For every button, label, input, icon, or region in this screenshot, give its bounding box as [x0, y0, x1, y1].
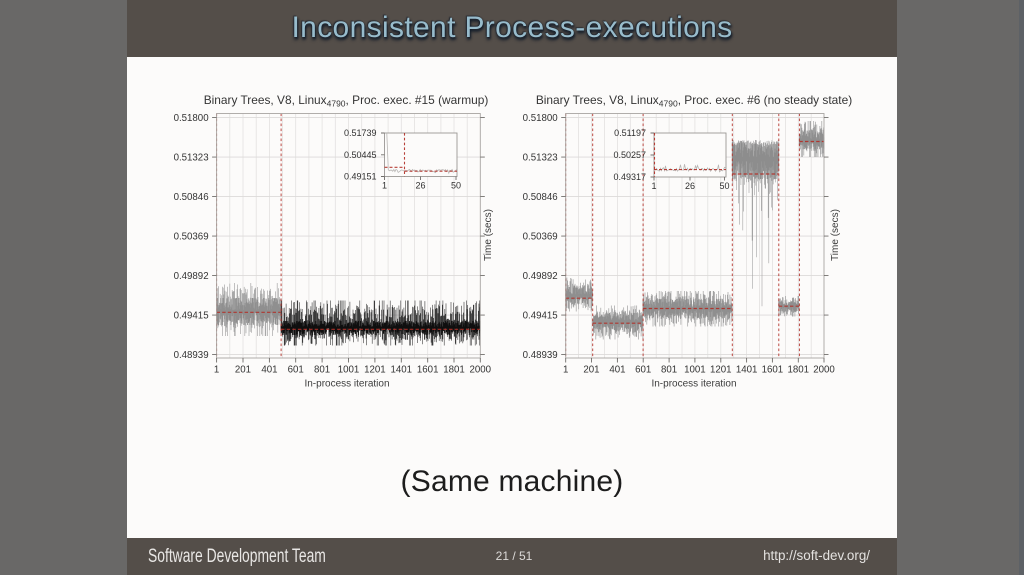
svg-text:201: 201: [583, 365, 599, 376]
svg-text:0.51323: 0.51323: [523, 152, 558, 163]
svg-text:1601: 1601: [762, 365, 784, 376]
svg-text:1: 1: [382, 181, 387, 191]
svg-text:0.50369: 0.50369: [174, 231, 209, 242]
svg-text:601: 601: [288, 365, 304, 376]
svg-text:1: 1: [214, 365, 219, 376]
svg-text:0.48939: 0.48939: [523, 350, 558, 361]
svg-text:601: 601: [635, 365, 651, 376]
svg-text:0.49892: 0.49892: [523, 271, 558, 282]
svg-text:Time (secs): Time (secs): [830, 209, 841, 261]
svg-text:0.51739: 0.51739: [344, 128, 377, 138]
svg-text:In-process iteration: In-process iteration: [304, 379, 389, 390]
svg-text:1801: 1801: [788, 365, 810, 376]
svg-text:Time (secs): Time (secs): [483, 209, 494, 261]
svg-text:1: 1: [563, 365, 568, 376]
svg-text:801: 801: [314, 365, 330, 376]
svg-text:2000: 2000: [813, 365, 835, 376]
svg-text:0.49415: 0.49415: [523, 310, 558, 321]
svg-text:1201: 1201: [710, 365, 732, 376]
svg-text:1801: 1801: [443, 365, 465, 376]
svg-text:0.49892: 0.49892: [174, 271, 209, 282]
svg-text:0.51197: 0.51197: [614, 128, 646, 138]
svg-text:1401: 1401: [736, 365, 758, 376]
svg-text:0.50846: 0.50846: [523, 192, 558, 203]
svg-text:1001: 1001: [338, 365, 360, 376]
svg-text:401: 401: [609, 365, 625, 376]
svg-text:0.50445: 0.50445: [344, 150, 377, 160]
svg-text:1201: 1201: [364, 365, 386, 376]
svg-text:0.51800: 0.51800: [174, 113, 210, 124]
svg-text:In-process iteration: In-process iteration: [651, 379, 736, 390]
svg-text:50: 50: [451, 181, 461, 191]
svg-text:0.51800: 0.51800: [523, 113, 559, 124]
svg-text:201: 201: [235, 365, 251, 376]
svg-text:Binary Trees, V8, Linux4790, P: Binary Trees, V8, Linux4790, Proc. exec.…: [536, 93, 852, 109]
svg-text:0.48939: 0.48939: [174, 350, 209, 361]
svg-text:Binary Trees, V8, Linux4790, P: Binary Trees, V8, Linux4790, Proc. exec.…: [204, 93, 489, 109]
svg-text:0.49317: 0.49317: [613, 172, 646, 182]
svg-text:1401: 1401: [391, 365, 413, 376]
svg-text:26: 26: [415, 181, 425, 191]
svg-text:0.50846: 0.50846: [174, 192, 209, 203]
svg-text:1601: 1601: [417, 365, 439, 376]
svg-text:1001: 1001: [684, 365, 706, 376]
svg-text:0.51323: 0.51323: [174, 152, 209, 163]
svg-text:26: 26: [685, 181, 695, 191]
svg-text:0.49415: 0.49415: [174, 310, 209, 321]
svg-text:1: 1: [651, 181, 656, 191]
svg-text:801: 801: [661, 365, 677, 376]
svg-text:0.50369: 0.50369: [523, 231, 558, 242]
svg-text:401: 401: [261, 365, 277, 376]
svg-text:50: 50: [719, 181, 729, 191]
svg-text:2000: 2000: [470, 365, 492, 376]
svg-text:0.49151: 0.49151: [344, 172, 377, 182]
svg-text:0.50257: 0.50257: [613, 150, 646, 160]
